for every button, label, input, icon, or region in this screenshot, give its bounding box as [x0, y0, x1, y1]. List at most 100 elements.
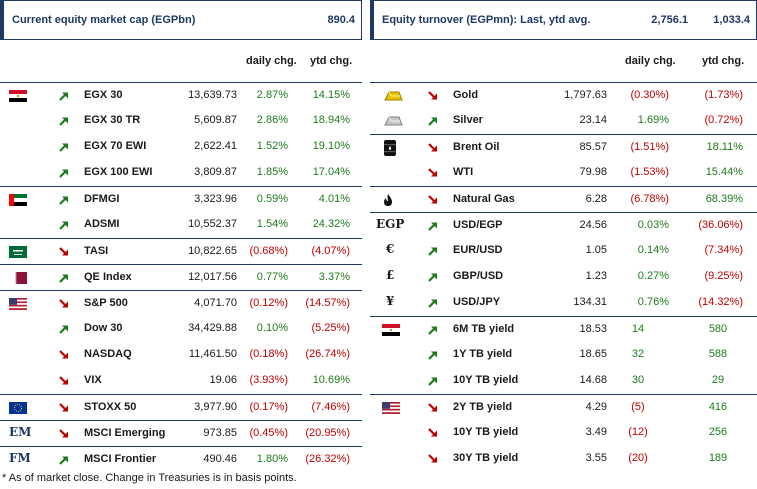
ytd-change: 19.10%	[312, 140, 350, 152]
table-row: NASDAQ 11,461.50 (0.18%) (26.74%)	[0, 342, 362, 368]
ytd-change: 15.44%	[705, 166, 743, 178]
index-name: VIX	[84, 374, 102, 386]
right-table: Gold 1,797.63 (0.30%) (1.73%) Silver 23.14 1.6…	[370, 82, 757, 472]
arrow-up-icon	[58, 115, 70, 127]
table-row: STOXX 50 3,977.90 (0.17%) (7.46%)	[0, 394, 362, 420]
arrow-up-icon	[427, 271, 439, 283]
index-name: ADSMI	[84, 218, 120, 230]
instrument-value: 24.56	[579, 219, 607, 231]
index-name: EGX 100 EWI	[84, 166, 153, 178]
index-name: Dow 30	[84, 322, 123, 334]
index-symbol-icon: FM	[9, 451, 31, 465]
ytd-change: 256	[708, 426, 728, 438]
daily-change: 32	[631, 348, 645, 360]
arrow-up-icon	[58, 194, 70, 206]
usa-flag-icon	[382, 402, 400, 417]
index-value: 5,609.87	[194, 114, 237, 126]
index-value: 3,977.90	[194, 401, 237, 413]
ytd-change: 580	[708, 323, 728, 335]
instrument-name: EUR/USD	[453, 244, 503, 256]
table-row: EGX 100 EWI 3,809.87 1.85% 17.04%	[0, 160, 362, 186]
daily-change: (3.93%)	[249, 374, 288, 386]
instrument-name: Natural Gas	[453, 193, 515, 205]
daily-change: 0.03%	[637, 219, 669, 231]
uae-flag-icon	[9, 194, 27, 206]
arrow-down-icon	[427, 90, 439, 102]
index-value: 10,822.65	[188, 245, 237, 257]
table-row: WTI 79.98 (1.53%) 15.44%	[370, 160, 757, 186]
arrow-up-icon	[58, 323, 70, 335]
instrument-value: 1.05	[585, 244, 607, 256]
instrument-name: Brent Oil	[453, 141, 500, 153]
ytd-change: 18.11%	[706, 141, 744, 153]
instrument-value: 14.68	[579, 374, 607, 386]
ytd-change: (7.46%)	[311, 401, 350, 413]
instrument-name: 30Y TB yield	[453, 452, 519, 464]
instrument-name: GBP/USD	[453, 270, 504, 282]
instrument-value: 18.53	[579, 323, 607, 335]
index-name: EGX 70 EWI	[84, 140, 147, 152]
table-row: EM MSCI Emerging 973.85 (0.45%) (20.95%)	[0, 420, 362, 446]
daily-change: 0.27%	[637, 270, 669, 282]
arrow-up-icon	[58, 219, 70, 231]
arrow-up-icon	[427, 245, 439, 257]
daily-change: 2.87%	[256, 89, 288, 101]
ytd-change: 18.94%	[312, 114, 350, 126]
ytd-change-header: ytd chg.	[310, 55, 353, 67]
ytd-change: 17.04%	[312, 166, 350, 178]
ytd-change: 24.32%	[312, 218, 350, 230]
ytd-change: (20.95%)	[305, 427, 350, 439]
index-name: STOXX 50	[84, 401, 137, 413]
daily-change: 0.76%	[637, 296, 669, 308]
ytd-change: (9.25%)	[704, 270, 743, 282]
index-value: 2,622.41	[194, 140, 237, 152]
instrument-name: 1Y TB yield	[453, 348, 513, 360]
ytd-change: 4.01%	[318, 193, 350, 205]
usa-flag-icon	[9, 298, 27, 310]
index-name: TASI	[84, 245, 109, 257]
instrument-name: Silver	[453, 114, 483, 126]
index-name: MSCI Frontier	[84, 453, 157, 465]
daily-change: 0.59%	[256, 193, 288, 205]
arrow-down-icon	[58, 246, 70, 258]
index-value: 12,017.56	[188, 271, 237, 283]
arrow-down-icon	[58, 375, 70, 387]
daily-change: (0.30%)	[630, 89, 669, 101]
table-row: Natural Gas 6.28 (6.78%) 68.39%	[370, 186, 757, 212]
ytd-change: 14.15%	[312, 89, 350, 101]
arrow-down-icon	[58, 349, 70, 361]
index-value: 3,809.87	[194, 166, 237, 178]
table-row: £ GBP/USD 1.23 0.27% (9.25%)	[370, 264, 757, 290]
oil-barrel-icon	[382, 138, 398, 161]
instrument-name: Gold	[453, 89, 479, 101]
ytd-change: 588	[708, 348, 728, 360]
arrow-down-icon	[58, 428, 70, 440]
eu-flag-icon	[9, 402, 27, 414]
arrow-up-icon	[58, 167, 70, 179]
arrow-down-icon	[58, 402, 70, 414]
daily-change-header: daily chg.	[246, 55, 297, 67]
daily-change: 14	[631, 323, 645, 335]
daily-change: 1.80%	[256, 453, 288, 465]
index-name: DFMGI	[84, 193, 120, 205]
ytd-change: 68.39%	[705, 193, 743, 205]
ytd-change: (14.57%)	[305, 297, 350, 309]
index-value: 973.85	[203, 427, 237, 439]
table-row: 10Y TB yield 14.68 30 29	[370, 368, 757, 394]
ytd-change-header: ytd chg.	[702, 55, 745, 67]
gold-bar-icon	[382, 89, 404, 106]
instrument-value: 85.57	[579, 141, 607, 153]
arrow-down-icon	[427, 167, 439, 179]
table-row: S&P 500 4,071.70 (0.12%) (14.57%)	[0, 290, 362, 316]
table-row: ¥ USD/JPY 134.31 0.76% (14.32%)	[370, 290, 757, 316]
daily-change: (0.68%)	[249, 245, 288, 257]
table-row: EGX 30 13,639.73 2.87% 14.15%	[0, 82, 362, 108]
daily-change: (12)	[628, 426, 648, 438]
table-row: Brent Oil 85.57 (1.51%) 18.11%	[370, 134, 757, 160]
ytd-change: (14.32%)	[698, 296, 743, 308]
index-name: EGX 30	[84, 89, 123, 101]
ytd-change: 3.37%	[318, 271, 350, 283]
arrow-down-icon	[58, 298, 70, 310]
arrow-down-icon	[427, 142, 439, 154]
ytd-change: (26.32%)	[305, 453, 350, 465]
